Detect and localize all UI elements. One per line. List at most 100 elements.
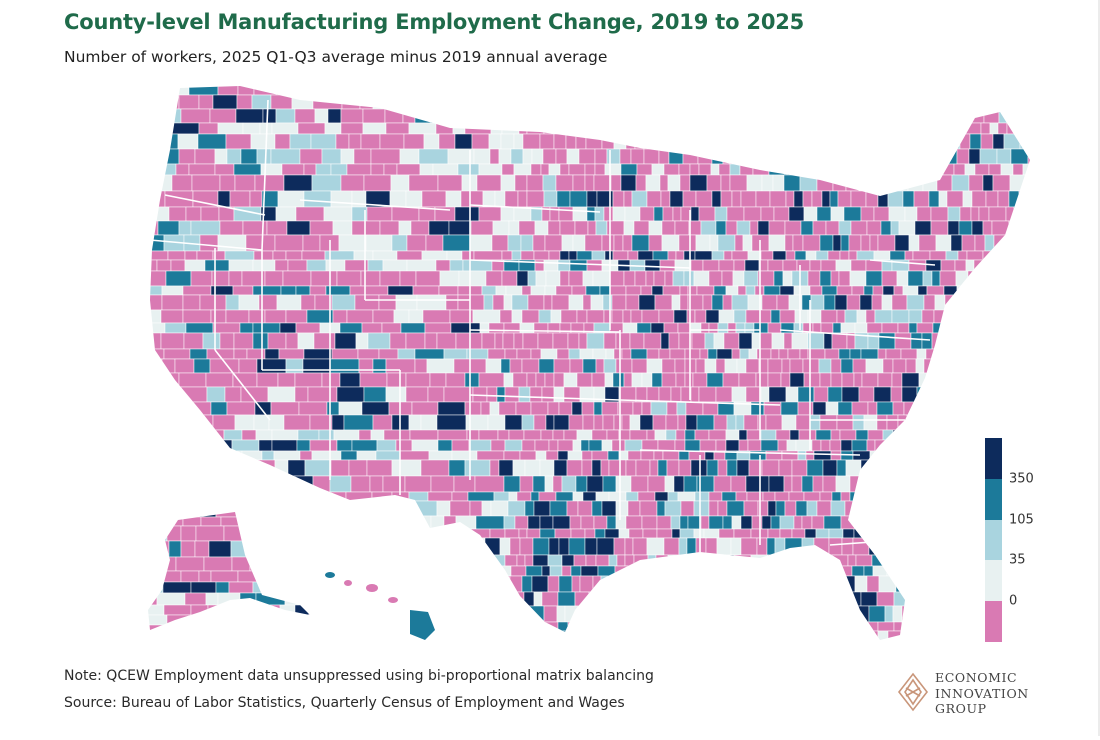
county-cell [584, 174, 595, 192]
county-cell [987, 401, 1003, 416]
county-cell [621, 621, 632, 632]
county-cell [653, 206, 664, 222]
county-cell [507, 234, 522, 252]
county-cell [685, 414, 698, 431]
county-cell [448, 591, 472, 607]
county-cell [653, 630, 670, 640]
county-cell [477, 621, 500, 632]
county-cell [646, 358, 663, 374]
county-cell [593, 414, 604, 431]
county-cell [370, 429, 385, 441]
county-cell [805, 647, 813, 661]
county-cell [942, 515, 959, 530]
county-cell [912, 250, 931, 261]
county-cell [367, 332, 391, 350]
county-cell [816, 206, 832, 222]
county-cell [168, 635, 188, 647]
county-cell [887, 439, 898, 452]
county-cell [881, 270, 898, 287]
county-cell [287, 475, 314, 493]
county-cell [846, 294, 861, 311]
county-cell [873, 133, 888, 150]
county-cell [150, 108, 157, 124]
county-cell [286, 500, 315, 517]
county-cell [581, 450, 593, 461]
county-cell [634, 270, 647, 287]
county-cell [223, 429, 243, 441]
county-cell [655, 621, 672, 632]
county-cell [464, 401, 482, 416]
county-cell [154, 401, 169, 416]
county-cell [203, 439, 233, 452]
county-cell [424, 322, 452, 334]
county-cell [961, 294, 978, 311]
county-cell [915, 491, 929, 502]
county-cell [280, 540, 307, 558]
county-cell [241, 450, 263, 461]
county-cell [226, 491, 242, 502]
county-cell [335, 647, 361, 661]
county-cell [877, 372, 893, 388]
county-cell [1018, 190, 1030, 208]
county-cell [360, 270, 381, 287]
county-cell [1005, 206, 1015, 222]
county-cell [663, 322, 679, 334]
county-cell [140, 647, 152, 661]
county-cell [633, 86, 648, 96]
county-cell [315, 163, 332, 176]
county-cell [957, 500, 973, 517]
county-cell [844, 309, 858, 324]
county-cell [716, 565, 727, 577]
county-cell [481, 332, 496, 350]
county-cell [556, 348, 570, 360]
county-cell [651, 108, 665, 124]
county-cell [945, 94, 959, 110]
county-cell [987, 270, 1003, 287]
county-cell [863, 414, 878, 431]
county-cell [609, 270, 625, 287]
county-cell [708, 322, 719, 334]
county-cell [312, 475, 331, 493]
county-cell [150, 163, 165, 176]
county-cell [193, 358, 211, 374]
county-cell [733, 528, 752, 539]
county-cell [745, 108, 764, 124]
county-cell [217, 190, 231, 208]
county-cell [336, 270, 362, 287]
county-cell [615, 515, 627, 530]
county-cell [665, 414, 679, 431]
county-cell [990, 250, 1003, 261]
county-cell [945, 450, 960, 461]
county-cell [1016, 372, 1030, 388]
county-cell [1026, 220, 1030, 236]
county-cell [791, 554, 803, 567]
county-cell [586, 309, 605, 324]
county-cell [959, 309, 971, 324]
county-cell [1003, 133, 1021, 150]
county-cell [978, 414, 991, 431]
county-cell [283, 414, 311, 431]
county-cell [647, 554, 657, 567]
county-cell [760, 429, 777, 441]
county-cell [163, 163, 177, 176]
county-cell [270, 401, 300, 416]
county-cell [428, 220, 450, 236]
county-cell [452, 122, 466, 135]
county-cell [194, 500, 225, 517]
county-cell [469, 358, 487, 374]
county-cell [860, 459, 879, 477]
county-cell [670, 621, 685, 632]
county-cell [857, 133, 875, 150]
county-cell [539, 528, 556, 539]
county-cell [552, 332, 569, 350]
county-cell [358, 429, 372, 441]
county-cell [515, 401, 532, 416]
county-cell [231, 556, 251, 572]
county-cell [643, 148, 660, 165]
county-cell [872, 565, 888, 577]
county-cell [604, 372, 614, 388]
county-cell [225, 309, 250, 324]
county-cell [624, 537, 634, 556]
county-cell [631, 94, 650, 110]
county-cell [855, 429, 869, 441]
